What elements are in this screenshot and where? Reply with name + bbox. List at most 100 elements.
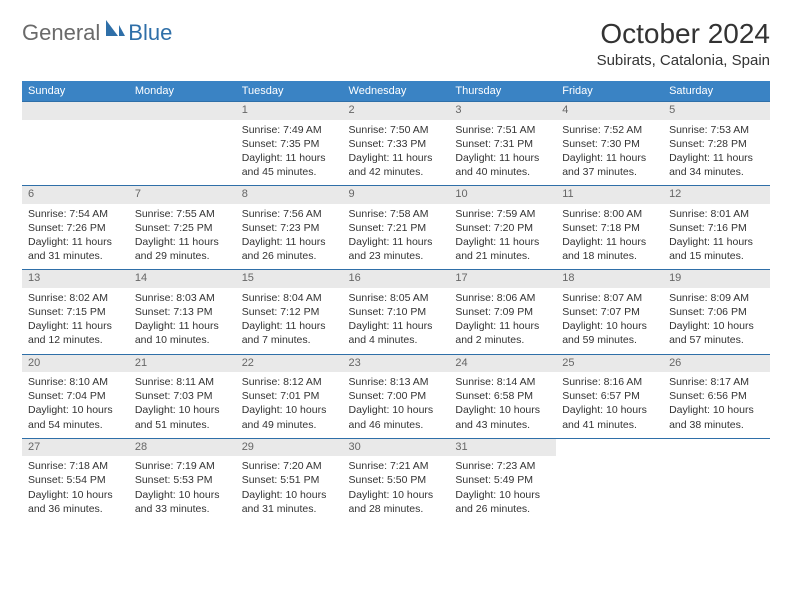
cell-ss: Sunset: 7:26 PM: [28, 221, 123, 235]
cell-ss: Sunset: 7:35 PM: [242, 137, 337, 151]
cell-sr: Sunrise: 8:11 AM: [135, 375, 230, 389]
cell-ss: Sunset: 5:49 PM: [455, 473, 550, 487]
cell-dl2: and 4 minutes.: [349, 333, 444, 347]
cell-dl2: and 34 minutes.: [669, 165, 764, 179]
day-data-cell: [22, 120, 129, 186]
cell-ss: Sunset: 7:20 PM: [455, 221, 550, 235]
day-data-cell: Sunrise: 7:20 AMSunset: 5:51 PMDaylight:…: [236, 456, 343, 522]
day-number-cell: 12: [663, 186, 770, 204]
cell-dl1: Daylight: 10 hours: [242, 488, 337, 502]
day-data-cell: Sunrise: 8:14 AMSunset: 6:58 PMDaylight:…: [449, 372, 556, 438]
day-number-cell: 8: [236, 186, 343, 204]
cell-dl1: Daylight: 10 hours: [562, 319, 657, 333]
daynum-row: 6789101112: [22, 186, 770, 204]
cell-ss: Sunset: 7:21 PM: [349, 221, 444, 235]
cell-dl2: and 43 minutes.: [455, 418, 550, 432]
day-data-cell: Sunrise: 8:17 AMSunset: 6:56 PMDaylight:…: [663, 372, 770, 438]
day-number-cell: 31: [449, 438, 556, 456]
cell-sr: Sunrise: 8:07 AM: [562, 291, 657, 305]
cell-sr: Sunrise: 8:01 AM: [669, 207, 764, 221]
day-number-cell: 24: [449, 354, 556, 372]
day-number-cell: 27: [22, 438, 129, 456]
cell-dl2: and 41 minutes.: [562, 418, 657, 432]
day-data-cell: Sunrise: 8:05 AMSunset: 7:10 PMDaylight:…: [343, 288, 450, 354]
calendar-table: SundayMondayTuesdayWednesdayThursdayFrid…: [22, 81, 770, 522]
day-data-cell: Sunrise: 7:23 AMSunset: 5:49 PMDaylight:…: [449, 456, 556, 522]
day-number-cell: 13: [22, 270, 129, 288]
day-number-cell: [129, 102, 236, 120]
cell-ss: Sunset: 7:18 PM: [562, 221, 657, 235]
cell-sr: Sunrise: 8:00 AM: [562, 207, 657, 221]
day-data-cell: Sunrise: 7:49 AMSunset: 7:35 PMDaylight:…: [236, 120, 343, 186]
data-row: Sunrise: 8:02 AMSunset: 7:15 PMDaylight:…: [22, 288, 770, 354]
cell-dl1: Daylight: 11 hours: [562, 151, 657, 165]
cell-dl1: Daylight: 10 hours: [455, 403, 550, 417]
cell-sr: Sunrise: 8:12 AM: [242, 375, 337, 389]
day-data-cell: Sunrise: 7:52 AMSunset: 7:30 PMDaylight:…: [556, 120, 663, 186]
cell-dl2: and 57 minutes.: [669, 333, 764, 347]
cell-dl1: Daylight: 11 hours: [349, 235, 444, 249]
daynum-row: 2728293031: [22, 438, 770, 456]
cell-sr: Sunrise: 7:53 AM: [669, 123, 764, 137]
cell-sr: Sunrise: 8:09 AM: [669, 291, 764, 305]
day-number-cell: 21: [129, 354, 236, 372]
title-block: October 2024 Subirats, Catalonia, Spain: [597, 18, 770, 69]
dow-header: Sunday: [22, 81, 129, 102]
cell-sr: Sunrise: 7:50 AM: [349, 123, 444, 137]
day-number-cell: 5: [663, 102, 770, 120]
cell-ss: Sunset: 7:15 PM: [28, 305, 123, 319]
day-data-cell: Sunrise: 7:53 AMSunset: 7:28 PMDaylight:…: [663, 120, 770, 186]
day-data-cell: Sunrise: 8:00 AMSunset: 7:18 PMDaylight:…: [556, 204, 663, 270]
cell-dl2: and 46 minutes.: [349, 418, 444, 432]
cell-dl1: Daylight: 10 hours: [349, 488, 444, 502]
cell-sr: Sunrise: 8:13 AM: [349, 375, 444, 389]
day-data-cell: Sunrise: 8:10 AMSunset: 7:04 PMDaylight:…: [22, 372, 129, 438]
cell-dl2: and 59 minutes.: [562, 333, 657, 347]
dow-header: Saturday: [663, 81, 770, 102]
day-data-cell: Sunrise: 7:55 AMSunset: 7:25 PMDaylight:…: [129, 204, 236, 270]
cell-dl1: Daylight: 11 hours: [349, 319, 444, 333]
data-row: Sunrise: 7:49 AMSunset: 7:35 PMDaylight:…: [22, 120, 770, 186]
day-number-cell: 9: [343, 186, 450, 204]
day-number-cell: 19: [663, 270, 770, 288]
cell-dl2: and 37 minutes.: [562, 165, 657, 179]
cell-dl2: and 23 minutes.: [349, 249, 444, 263]
day-data-cell: Sunrise: 8:02 AMSunset: 7:15 PMDaylight:…: [22, 288, 129, 354]
cell-dl1: Daylight: 10 hours: [455, 488, 550, 502]
cell-dl1: Daylight: 11 hours: [455, 235, 550, 249]
cell-dl1: Daylight: 11 hours: [562, 235, 657, 249]
cell-dl1: Daylight: 11 hours: [669, 151, 764, 165]
cell-dl2: and 29 minutes.: [135, 249, 230, 263]
cell-ss: Sunset: 7:04 PM: [28, 389, 123, 403]
dow-header: Tuesday: [236, 81, 343, 102]
cell-dl2: and 42 minutes.: [349, 165, 444, 179]
cell-ss: Sunset: 5:54 PM: [28, 473, 123, 487]
cell-dl2: and 18 minutes.: [562, 249, 657, 263]
cell-dl1: Daylight: 11 hours: [455, 151, 550, 165]
cell-ss: Sunset: 7:31 PM: [455, 137, 550, 151]
cell-dl2: and 7 minutes.: [242, 333, 337, 347]
cell-dl1: Daylight: 11 hours: [28, 319, 123, 333]
cell-dl1: Daylight: 10 hours: [28, 403, 123, 417]
cell-ss: Sunset: 6:56 PM: [669, 389, 764, 403]
cell-ss: Sunset: 7:13 PM: [135, 305, 230, 319]
cell-ss: Sunset: 7:09 PM: [455, 305, 550, 319]
cell-dl2: and 15 minutes.: [669, 249, 764, 263]
cell-sr: Sunrise: 7:23 AM: [455, 459, 550, 473]
dow-header-row: SundayMondayTuesdayWednesdayThursdayFrid…: [22, 81, 770, 102]
cell-dl2: and 2 minutes.: [455, 333, 550, 347]
dow-header: Friday: [556, 81, 663, 102]
day-number-cell: 30: [343, 438, 450, 456]
day-data-cell: Sunrise: 8:07 AMSunset: 7:07 PMDaylight:…: [556, 288, 663, 354]
cell-dl1: Daylight: 11 hours: [135, 319, 230, 333]
day-data-cell: Sunrise: 7:58 AMSunset: 7:21 PMDaylight:…: [343, 204, 450, 270]
day-data-cell: Sunrise: 8:11 AMSunset: 7:03 PMDaylight:…: [129, 372, 236, 438]
day-number-cell: 11: [556, 186, 663, 204]
data-row: Sunrise: 7:18 AMSunset: 5:54 PMDaylight:…: [22, 456, 770, 522]
cell-dl2: and 49 minutes.: [242, 418, 337, 432]
logo-text-blue: Blue: [128, 20, 172, 46]
day-number-cell: 4: [556, 102, 663, 120]
day-data-cell: Sunrise: 7:51 AMSunset: 7:31 PMDaylight:…: [449, 120, 556, 186]
cell-dl2: and 45 minutes.: [242, 165, 337, 179]
day-number-cell: 22: [236, 354, 343, 372]
